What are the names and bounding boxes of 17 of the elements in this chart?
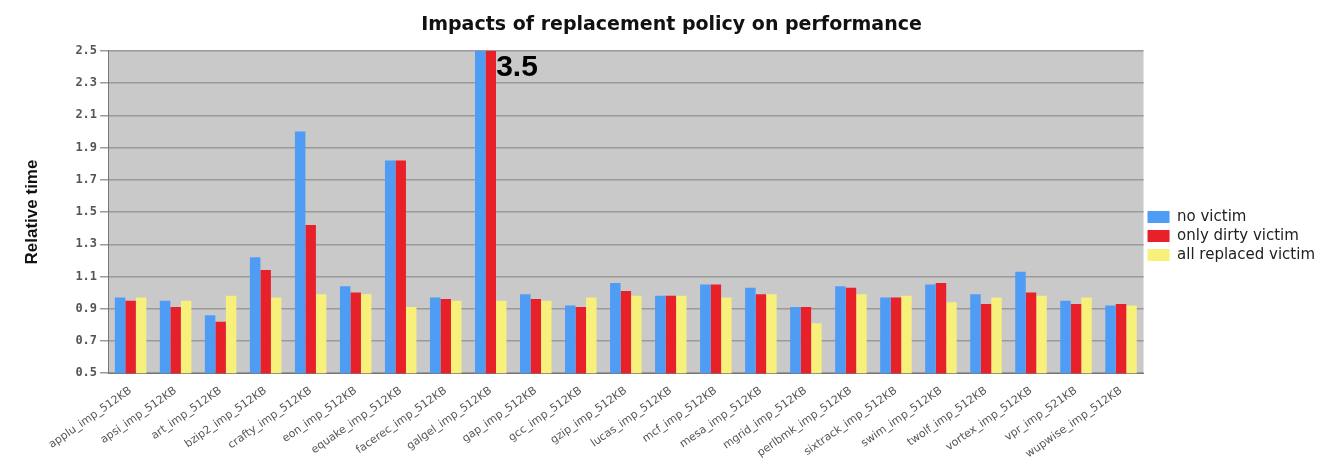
y-tick-label: 1.5	[75, 204, 98, 219]
annotation: 3.5	[496, 49, 538, 83]
legend-label: only dirty victim	[1177, 225, 1299, 244]
y-tick-label: 2.1	[75, 107, 98, 122]
y-tick-label: 0.9	[75, 300, 98, 315]
y-axis-title: Relative time	[21, 159, 41, 265]
y-tick-label: 1.7	[75, 171, 98, 186]
legend-label: all replaced victim	[1177, 244, 1316, 263]
y-tick-label: 2.5	[75, 42, 98, 57]
y-tick-label: 1.9	[75, 139, 98, 154]
y-tick-label: 0.5	[75, 365, 98, 380]
y-tick-label: 2.3	[75, 75, 98, 90]
y-tick-label: 1.1	[75, 268, 98, 283]
y-tick-label: 1.3	[75, 236, 98, 251]
legend-label: no victim	[1177, 206, 1247, 225]
y-tick-label: 0.7	[75, 333, 98, 348]
chart-title: Impacts of replacement policy on performance	[421, 12, 922, 35]
